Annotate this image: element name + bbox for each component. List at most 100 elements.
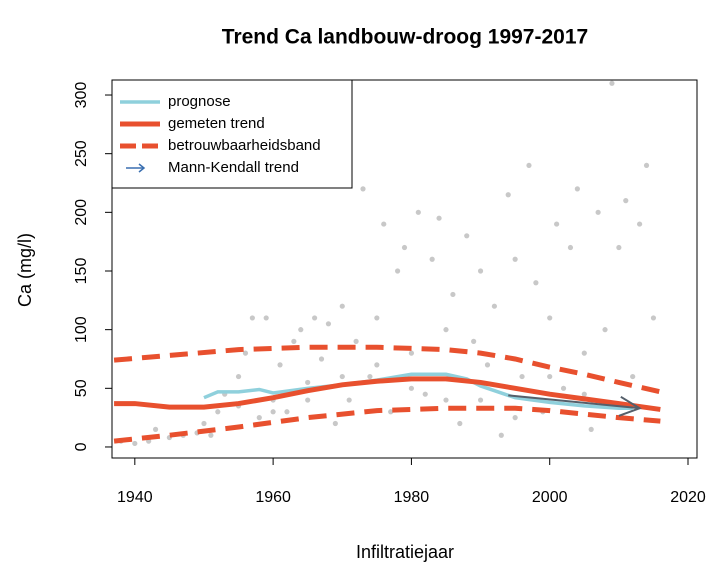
- point: [637, 221, 643, 227]
- point: [215, 409, 221, 415]
- point: [581, 391, 587, 397]
- point: [457, 420, 463, 427]
- point: [443, 327, 449, 333]
- y-tick-label: 100: [73, 316, 90, 343]
- point: [132, 440, 138, 447]
- y-tick-label: 50: [73, 379, 90, 397]
- point: [567, 244, 574, 251]
- point: [312, 315, 318, 321]
- point: [650, 315, 657, 321]
- point: [477, 268, 484, 274]
- point: [325, 321, 332, 327]
- point: [429, 256, 435, 262]
- point: [318, 356, 325, 362]
- point: [270, 409, 276, 415]
- point: [208, 432, 214, 438]
- point: [533, 280, 539, 286]
- x-tick-label: 1940: [117, 489, 153, 506]
- point: [623, 198, 629, 204]
- point: [367, 373, 373, 380]
- point: [643, 162, 650, 169]
- point: [477, 397, 484, 403]
- point: [346, 397, 352, 403]
- legend-label: gemeten trend: [168, 115, 265, 132]
- line: [203, 372, 633, 411]
- legend-label: prognose: [168, 93, 231, 110]
- legend-label: betrouwbaarheidsband: [168, 137, 321, 154]
- point: [602, 327, 608, 333]
- point: [415, 209, 421, 215]
- point: [339, 303, 345, 309]
- point: [353, 338, 359, 344]
- plot-area: [113, 80, 661, 447]
- point: [305, 379, 311, 386]
- point: [388, 409, 394, 415]
- point: [305, 397, 311, 403]
- point: [443, 397, 449, 403]
- legend-arrow-head: [138, 163, 146, 173]
- point: [408, 385, 415, 391]
- point: [381, 221, 387, 227]
- line: [113, 405, 661, 444]
- point: [152, 426, 159, 432]
- y-tick-label: 0: [73, 442, 90, 451]
- point: [332, 420, 338, 427]
- point: [284, 409, 290, 415]
- point: [263, 315, 269, 321]
- y-tick-label: 200: [73, 199, 90, 226]
- y-tick-label: 150: [73, 258, 90, 285]
- point: [491, 303, 497, 309]
- point: [560, 385, 567, 391]
- point: [526, 162, 532, 169]
- point: [505, 192, 511, 198]
- point: [360, 186, 366, 192]
- point: [581, 350, 587, 356]
- point: [554, 221, 560, 227]
- plot-frame: [111, 79, 698, 459]
- point: [616, 244, 622, 251]
- point: [512, 415, 518, 421]
- point: [339, 373, 345, 380]
- point: [291, 338, 297, 344]
- line: [113, 344, 661, 395]
- point: [298, 327, 304, 333]
- line: [114, 376, 661, 412]
- point: [374, 315, 380, 321]
- chart-title: Trend Ca landbouw-droog 1997-2017: [222, 26, 588, 49]
- point: [471, 338, 477, 344]
- point: [235, 373, 242, 380]
- point: [484, 362, 491, 368]
- point: [498, 432, 504, 438]
- arrow-head: [618, 395, 642, 417]
- point: [547, 373, 553, 380]
- point: [450, 291, 456, 298]
- point: [547, 315, 553, 321]
- y-tick-label: 250: [73, 140, 90, 167]
- point: [464, 233, 470, 239]
- point: [249, 315, 255, 321]
- x-axis-label: Infiltratiejaar: [356, 542, 454, 562]
- line: [508, 394, 640, 410]
- point: [201, 420, 207, 427]
- x-tick-label: 1980: [394, 489, 430, 506]
- y-axis-label: Ca (mg/l): [15, 233, 35, 307]
- x-tick-label: 2000: [532, 489, 568, 506]
- y-tick-label: 300: [73, 82, 90, 109]
- point: [595, 209, 601, 215]
- point: [574, 186, 580, 192]
- point: [277, 362, 283, 368]
- point: [512, 256, 518, 262]
- point: [256, 415, 262, 421]
- point: [436, 215, 442, 221]
- point: [630, 373, 636, 380]
- point: [609, 80, 615, 86]
- point: [401, 244, 408, 251]
- x-tick-label: 1960: [255, 489, 291, 506]
- point: [408, 350, 415, 356]
- legend-label: Mann-Kendall trend: [168, 159, 299, 176]
- point: [242, 350, 249, 356]
- point: [519, 373, 525, 380]
- point: [394, 268, 401, 274]
- x-tick-label: 2020: [670, 489, 706, 506]
- point: [374, 362, 380, 368]
